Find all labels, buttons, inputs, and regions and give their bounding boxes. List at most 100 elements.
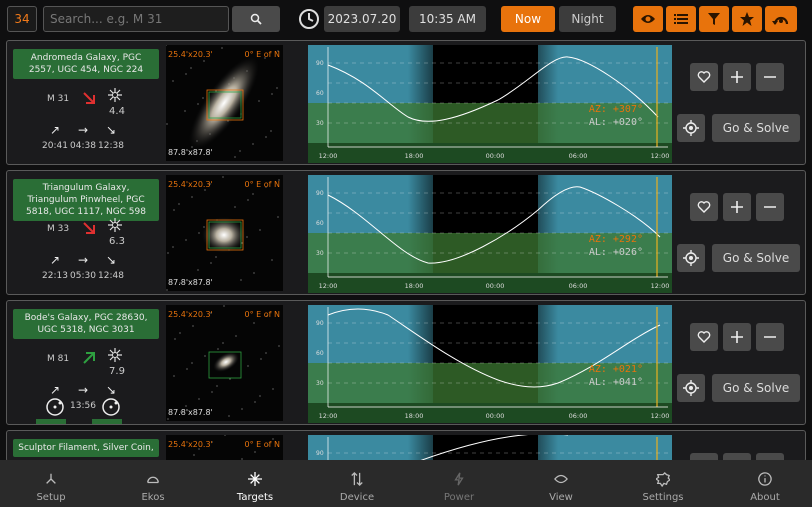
- x-tick-label: 12:00: [319, 282, 338, 290]
- search-icon: [250, 13, 262, 25]
- rise-transit-set-icon: →: [77, 253, 89, 267]
- nav-label: Settings: [642, 492, 684, 503]
- date-button[interactable]: 2023.07.20: [324, 6, 400, 32]
- visibility-toggle[interactable]: [633, 6, 663, 32]
- nav-label: About: [750, 492, 780, 503]
- nav-device[interactable]: Device: [306, 460, 408, 507]
- azimuth-value: AZ: +292°: [588, 234, 643, 245]
- nav-about[interactable]: About: [714, 460, 812, 507]
- view-icon: [554, 474, 568, 484]
- galaxy-image: [167, 305, 280, 420]
- set-time: 12:48: [98, 271, 124, 281]
- target-card[interactable]: Triangulum Galaxy, Triangulum Pinwheel, …: [6, 170, 806, 295]
- azimuth-value: AZ: +307°: [588, 104, 643, 115]
- fov-size: 25.4'x20.3': [168, 310, 213, 319]
- object-thumbnail[interactable]: 25.4'x20.3' 0° E of N 87.8'x87.8': [166, 45, 283, 161]
- nav-ekos[interactable]: Ekos: [102, 460, 204, 507]
- trend-arrow-icon: [83, 222, 95, 234]
- nav-targets[interactable]: Targets: [204, 460, 306, 507]
- favorite-button[interactable]: [690, 193, 718, 221]
- x-tick-label: 00:00: [486, 152, 505, 160]
- x-tick-label: 00:00: [486, 282, 505, 290]
- center-target-button[interactable]: [677, 374, 705, 402]
- center-target-button[interactable]: [677, 114, 705, 142]
- y-tick-label: 30: [316, 250, 324, 257]
- target-card[interactable]: Andromeda Galaxy, PGC 2557, UGC 454, NGC…: [6, 40, 806, 165]
- brightness-icon: [108, 88, 122, 102]
- nav-setup[interactable]: Setup: [0, 460, 102, 507]
- now-button[interactable]: Now: [501, 6, 555, 32]
- messier-id: M 81: [47, 354, 70, 364]
- y-tick-label: 90: [316, 190, 324, 197]
- about-icon: [758, 472, 772, 486]
- list-icon: [674, 14, 688, 24]
- go-solve-button[interactable]: Go & Solve: [712, 244, 800, 272]
- add-button[interactable]: [723, 193, 751, 221]
- y-tick-label: 60: [316, 90, 324, 97]
- crosshair-icon: [683, 120, 699, 136]
- nav-view[interactable]: View: [510, 460, 612, 507]
- night-button[interactable]: Night: [559, 6, 616, 32]
- target-card[interactable]: Sculptor Filament, Silver Coin, 25.4'x20.…: [6, 430, 806, 462]
- field-size: 87.8'x87.8': [168, 148, 213, 157]
- object-thumbnail[interactable]: 25.4'x20.3' 0° E of N: [166, 435, 283, 461]
- favorite-button[interactable]: [690, 63, 718, 91]
- altitude-value: AL: +026°: [588, 247, 643, 258]
- nav-settings[interactable]: Settings: [612, 460, 714, 507]
- messier-id: M 33: [47, 224, 70, 234]
- rotation-angle: 0° E of N: [244, 50, 280, 59]
- magnitude-value: 4.4: [109, 106, 125, 117]
- set-time: 12:38: [98, 141, 124, 151]
- remove-button[interactable]: [756, 63, 784, 91]
- rise-transit-set-icon: →: [77, 383, 89, 397]
- search-button[interactable]: [232, 6, 280, 32]
- list-toggle[interactable]: [666, 6, 696, 32]
- add-button[interactable]: [723, 323, 751, 351]
- go-solve-button[interactable]: Go & Solve: [712, 114, 800, 142]
- favorites-toggle[interactable]: [732, 6, 762, 32]
- star-icon: [740, 12, 754, 26]
- x-tick-label: 12:00: [651, 282, 670, 290]
- circumpolar-icon: [102, 398, 120, 416]
- time-button[interactable]: 10:35 AM: [409, 6, 486, 32]
- y-tick-label: 60: [316, 220, 324, 227]
- y-tick-label: 90: [316, 450, 324, 457]
- reset-button[interactable]: [765, 6, 797, 32]
- remove-button[interactable]: [756, 453, 784, 461]
- remove-button[interactable]: [756, 193, 784, 221]
- object-thumbnail[interactable]: 25.4'x20.3' 0° E of N 87.8'x87.8': [166, 305, 283, 421]
- go-solve-button[interactable]: Go & Solve: [712, 374, 800, 402]
- transit-time: 04:38: [70, 141, 96, 151]
- filter-toggle[interactable]: [699, 6, 729, 32]
- rise-time: 20:41: [42, 141, 68, 151]
- rotation-angle: 0° E of N: [244, 180, 280, 189]
- object-thumbnail[interactable]: 25.4'x20.3' 0° E of N 87.8'x87.8': [166, 175, 283, 291]
- center-target-button[interactable]: [677, 244, 705, 272]
- add-button[interactable]: [723, 63, 751, 91]
- heart-icon: [697, 71, 711, 83]
- magnitude-value: 6.3: [109, 236, 125, 247]
- object-name: Sculptor Filament, Silver Coin,: [13, 439, 159, 457]
- nav-power[interactable]: Power: [408, 460, 510, 507]
- add-button[interactable]: [723, 453, 751, 461]
- clock-icon[interactable]: [298, 8, 320, 30]
- search-input[interactable]: [43, 6, 229, 32]
- rise-transit-set-icon: ↘: [105, 123, 117, 137]
- remove-button[interactable]: [756, 323, 784, 351]
- target-card[interactable]: Bode's Galaxy, PGC 28630, UGC 5318, NGC …: [6, 300, 806, 425]
- x-tick-label: 12:00: [319, 152, 338, 160]
- status-bar: [92, 419, 122, 424]
- nav-label: Power: [443, 492, 475, 503]
- favorite-button[interactable]: [690, 323, 718, 351]
- favorite-button[interactable]: [690, 453, 718, 461]
- x-tick-label: 12:00: [319, 412, 338, 420]
- y-tick-label: 30: [316, 380, 324, 387]
- object-name: Andromeda Galaxy, PGC 2557, UGC 454, NGC…: [13, 49, 159, 79]
- y-tick-label: 30: [316, 120, 324, 127]
- minus-icon: [764, 336, 776, 338]
- x-tick-label: 06:00: [569, 412, 588, 420]
